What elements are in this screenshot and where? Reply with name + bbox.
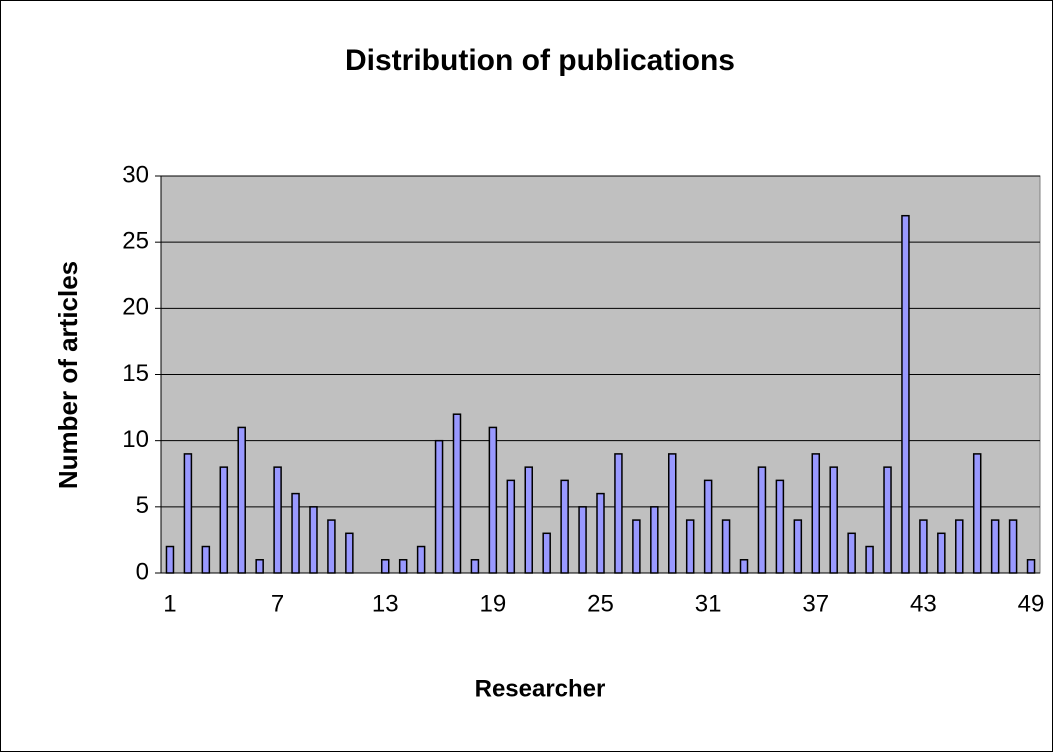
bar	[955, 519, 964, 574]
bar	[632, 519, 641, 574]
y-tick-label: 10	[122, 426, 149, 453]
bar	[291, 492, 300, 574]
y-axis-label: Number of articles	[53, 261, 83, 489]
bar	[470, 559, 480, 574]
bar	[416, 545, 426, 574]
y-tick-label: 20	[122, 294, 149, 321]
bar	[452, 413, 462, 574]
bar	[668, 453, 677, 574]
x-tick-label: 49	[1018, 590, 1045, 617]
bar	[811, 453, 821, 574]
bar	[919, 519, 928, 574]
bar	[1008, 519, 1018, 574]
x-tick-label: 25	[587, 590, 614, 617]
y-tick-label: 15	[122, 360, 149, 387]
bar	[937, 532, 946, 574]
bar	[972, 453, 982, 574]
bar	[739, 559, 749, 574]
bar	[219, 466, 229, 574]
bar	[434, 439, 444, 574]
bar	[829, 466, 838, 574]
bar	[685, 519, 695, 574]
bar	[703, 479, 713, 574]
bar	[721, 519, 731, 574]
x-tick-label: 7	[271, 590, 284, 617]
bar	[183, 453, 193, 574]
y-tick-label: 30	[122, 161, 149, 188]
x-tick-label: 19	[480, 590, 507, 617]
bar	[793, 519, 803, 574]
bar	[883, 466, 892, 574]
bar	[488, 426, 498, 574]
bar	[237, 426, 246, 574]
bar	[165, 545, 175, 574]
bar	[865, 545, 874, 574]
bar	[398, 559, 408, 574]
bar	[1026, 559, 1036, 574]
bar	[506, 479, 516, 574]
bar	[201, 545, 211, 574]
bar	[847, 532, 856, 574]
x-axis-label: Researcher	[475, 675, 606, 702]
y-tick-label: 25	[122, 228, 149, 255]
x-tick-label: 1	[163, 590, 176, 617]
x-tick-label: 13	[372, 590, 399, 617]
bar	[255, 559, 264, 574]
bar	[327, 519, 336, 574]
bar	[345, 532, 354, 574]
bar	[650, 506, 659, 574]
x-tick-label: 31	[695, 590, 722, 617]
bar	[578, 506, 587, 574]
bar	[273, 466, 282, 574]
bar	[990, 519, 1000, 574]
bar	[524, 466, 533, 574]
bar	[542, 532, 551, 574]
bar	[775, 479, 785, 574]
chart-title: Distribution of publications	[345, 44, 735, 77]
y-tick-label: 0	[136, 558, 149, 585]
bar	[596, 492, 605, 574]
bar	[757, 466, 767, 574]
bar	[309, 506, 318, 574]
x-tick-label: 37	[802, 590, 829, 617]
bar	[560, 479, 569, 574]
bar	[614, 453, 623, 574]
y-tick-label: 5	[136, 492, 149, 519]
bar	[380, 559, 390, 574]
bar	[901, 214, 910, 574]
x-tick-label: 43	[910, 590, 937, 617]
